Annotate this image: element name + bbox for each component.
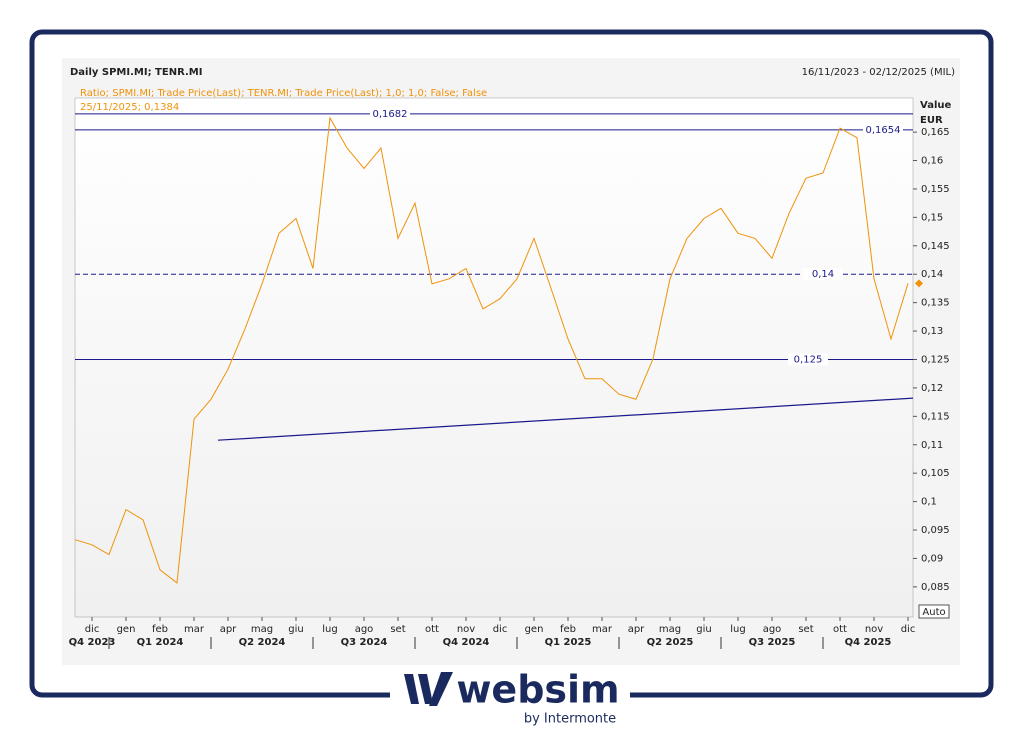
y-tick-label: 0,155 bbox=[921, 184, 950, 195]
y-tick-label: 0,165 bbox=[921, 127, 950, 138]
y-tick-label: 0,16 bbox=[921, 156, 943, 167]
quarter-label: Q4 2023 bbox=[69, 637, 116, 648]
x-tick-label: gen bbox=[117, 624, 136, 635]
x-tick-label: nov bbox=[457, 624, 475, 635]
plot-area bbox=[74, 97, 914, 618]
x-tick-label: dic bbox=[493, 624, 508, 635]
y-tick-label: 0,09 bbox=[921, 553, 943, 564]
y-tick-label: 0,14 bbox=[921, 269, 943, 280]
auto-button[interactable] bbox=[918, 604, 950, 619]
level-label: 0,125 bbox=[794, 354, 823, 365]
x-tick-label: apr bbox=[628, 624, 645, 635]
y-tick-label: 0,11 bbox=[921, 440, 943, 451]
y-tick-label: 0,115 bbox=[921, 411, 950, 422]
y-tick-label: 0,135 bbox=[921, 298, 950, 309]
level-label-bg bbox=[863, 123, 903, 136]
auto-label[interactable]: Auto bbox=[922, 607, 945, 618]
last-marker bbox=[915, 279, 923, 288]
y-tick-label: 0,13 bbox=[921, 326, 943, 337]
y-tick-label: 0,12 bbox=[921, 383, 943, 394]
chart-title: Daily SPMI.MI; TENR.MI bbox=[70, 67, 202, 78]
y-axis-unit: EUR bbox=[920, 115, 943, 126]
x-tick-label: dic bbox=[901, 624, 916, 635]
quarter-label: Q1 2024 bbox=[137, 637, 184, 648]
level-label: 0,14 bbox=[812, 269, 834, 280]
quarter-label: Q2 2025 bbox=[647, 637, 694, 648]
y-tick-label: 0,145 bbox=[921, 241, 950, 252]
level-label-bg bbox=[370, 107, 410, 120]
x-tick-label: mag bbox=[251, 624, 273, 635]
x-tick-label: mar bbox=[592, 624, 613, 635]
x-tick-label: lug bbox=[322, 624, 337, 635]
quarter-label: Q3 2025 bbox=[749, 637, 796, 648]
level-label: 0,1654 bbox=[866, 125, 901, 136]
y-tick-label: 0,095 bbox=[921, 525, 950, 536]
y-tick-label: 0,15 bbox=[921, 212, 943, 223]
x-tick-label: ott bbox=[425, 624, 439, 635]
x-tick-label: ott bbox=[833, 624, 847, 635]
x-tick-label: apr bbox=[220, 624, 237, 635]
x-tick-label: set bbox=[390, 624, 405, 635]
x-tick-label: set bbox=[798, 624, 813, 635]
quarter-label: Q2 2024 bbox=[239, 637, 286, 648]
quarter-label: Q4 2024 bbox=[443, 637, 490, 648]
tagline: by Intermonte bbox=[524, 712, 616, 727]
y-tick-label: 0,085 bbox=[921, 582, 950, 593]
quarter-label: Q3 2024 bbox=[341, 637, 388, 648]
x-tick-label: mar bbox=[184, 624, 205, 635]
trendline bbox=[217, 397, 914, 441]
x-tick-label: mag bbox=[659, 624, 681, 635]
x-tick-label: giu bbox=[288, 624, 303, 635]
x-tick-label: ago bbox=[355, 624, 374, 635]
y-tick-label: 0,125 bbox=[921, 354, 950, 365]
series-line bbox=[74, 116, 909, 584]
level-label-bg bbox=[788, 353, 828, 366]
x-tick-label: feb bbox=[560, 624, 576, 635]
x-tick-label: lug bbox=[730, 624, 745, 635]
y-tick-label: 0,1 bbox=[921, 497, 937, 508]
brand: websim bbox=[456, 668, 619, 712]
x-tick-label: ago bbox=[763, 624, 782, 635]
x-tick-label: nov bbox=[865, 624, 883, 635]
x-tick-label: feb bbox=[152, 624, 168, 635]
x-tick-label: gen bbox=[525, 624, 544, 635]
x-tick-label: giu bbox=[696, 624, 711, 635]
level-label-bg bbox=[803, 268, 843, 281]
quarter-label: Q4 2025 bbox=[845, 637, 892, 648]
logo-mark bbox=[404, 672, 453, 706]
y-axis-label: Value bbox=[920, 100, 951, 111]
legend-text: Ratio; SPMI.MI; Trade Price(Last); TENR.… bbox=[80, 88, 487, 99]
x-tick-label: dic bbox=[85, 624, 100, 635]
last-point: 25/11/2025; 0,1384 bbox=[80, 102, 179, 113]
y-tick-label: 0,105 bbox=[921, 468, 950, 479]
date-range: 16/11/2023 - 02/12/2025 (MIL) bbox=[802, 67, 955, 78]
level-label: 0,1682 bbox=[373, 109, 408, 120]
quarter-label: Q1 2025 bbox=[545, 637, 592, 648]
